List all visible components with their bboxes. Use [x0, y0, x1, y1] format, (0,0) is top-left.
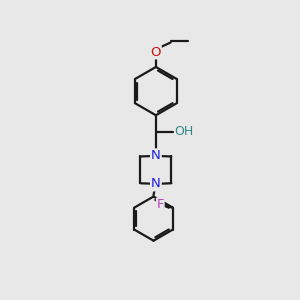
Text: N: N — [151, 177, 161, 190]
Text: O: O — [151, 46, 161, 59]
Text: OH: OH — [175, 125, 194, 138]
Text: F: F — [157, 198, 164, 211]
Text: N: N — [151, 149, 161, 162]
